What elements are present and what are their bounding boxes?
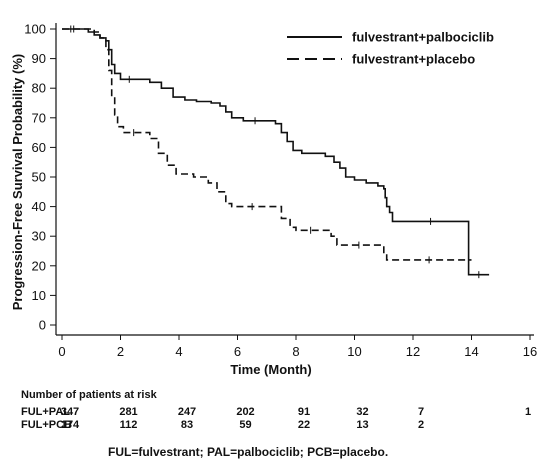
series-line-placebo <box>62 28 472 261</box>
y-tick-label: 70 <box>32 110 46 125</box>
risk-row-label: FUL+PCB <box>21 419 73 431</box>
risk-count: 59 <box>239 419 252 431</box>
y-tick-label: 80 <box>32 81 46 96</box>
y-axis-title-text: Progression-Free Survival Probability (%… <box>10 54 25 310</box>
risk-count: 2 <box>417 419 425 431</box>
series-line-palbociclib <box>62 28 490 276</box>
x-tick-label: 8 <box>292 344 299 359</box>
x-tick-label: 6 <box>234 344 241 359</box>
y-tick-label: 40 <box>32 199 46 214</box>
risk-count: 32 <box>356 406 369 418</box>
risk-count: 13 <box>356 419 369 431</box>
risk-count: 202 <box>236 406 255 418</box>
risk-count: 1 <box>524 406 532 418</box>
survival-chart: Progression-Free Survival Probability (%… <box>10 22 537 378</box>
y-tick-label: 50 <box>32 170 46 185</box>
risk-count: 174 <box>60 419 80 431</box>
risk-count: 247 <box>177 406 197 418</box>
y-tick-label: 90 <box>32 51 46 66</box>
y-tick-label: 100 <box>24 22 46 37</box>
x-ticks: 0 2 4 6 8 10 12 14 16 <box>58 335 537 359</box>
x-tick-label: 0 <box>58 344 65 359</box>
legend-label-placebo: fulvestrant+placebo <box>352 52 475 67</box>
y-tick-label: 60 <box>32 140 46 155</box>
x-tick-label: 4 <box>175 344 182 359</box>
legend: fulvestrant+palbociclib fulvestrant+place… <box>287 30 494 67</box>
risk-table-title: Number of patients at risk <box>21 389 157 401</box>
risk-count: 112 <box>119 419 138 431</box>
x-tick-label: 10 <box>347 344 361 359</box>
y-tick-label: 0 <box>39 318 46 333</box>
footnote: FUL=fulvestrant; PAL=palbociclib; PCB=pl… <box>108 445 389 459</box>
risk-count: 91 <box>297 406 311 418</box>
y-axis-title: Progression-Free Survival Probability (%… <box>10 54 25 310</box>
risk-count: 83 <box>180 419 194 431</box>
legend-label-palbociclib: fulvestrant+palbociclib <box>352 30 494 45</box>
risk-count: 22 <box>297 419 311 431</box>
y-tick-label: 20 <box>32 258 46 273</box>
x-tick-label: 12 <box>406 344 420 359</box>
x-tick-label: 14 <box>464 344 478 359</box>
risk-count: 281 <box>119 406 138 418</box>
risk-count: 347 <box>60 406 80 418</box>
x-tick-label: 16 <box>523 344 537 359</box>
risk-row-label: FUL+PAL <box>21 406 70 418</box>
y-ticks: 0 10 20 30 40 50 60 70 80 90 100 <box>24 22 56 333</box>
y-tick-label: 30 <box>32 229 46 244</box>
risk-count: 7 <box>417 406 425 418</box>
series-layer <box>62 25 490 279</box>
x-axis-title: Time (Month) <box>230 362 311 377</box>
x-tick-label: 2 <box>117 344 124 359</box>
y-tick-label: 10 <box>32 288 46 303</box>
